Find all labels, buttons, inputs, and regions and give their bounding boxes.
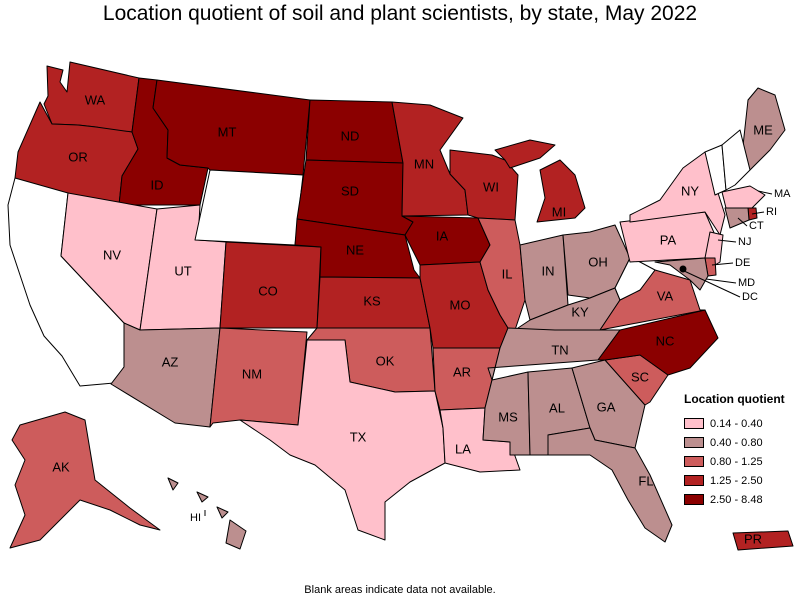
- legend-label: 0.14 - 0.40: [710, 417, 763, 430]
- legend-item: 2.50 - 8.48: [684, 490, 785, 509]
- legend-title: Location quotient: [684, 392, 785, 406]
- state-label-wa: WA: [85, 92, 106, 107]
- state-label-in: IN: [542, 263, 555, 278]
- state-label-ms: MS: [498, 409, 518, 424]
- state-label-pr: PR: [744, 531, 762, 546]
- legend-item: 1.25 - 2.50: [684, 471, 785, 490]
- state-label-hi: HI: [190, 512, 201, 524]
- callout-line-dc: [681, 269, 741, 298]
- state-label-pa: PA: [660, 232, 677, 247]
- legend-label: 0.80 - 1.25: [710, 455, 763, 468]
- state-label-sd: SD: [341, 183, 359, 198]
- state-label-de: DE: [735, 257, 750, 269]
- state-label-nv: NV: [103, 247, 121, 262]
- state-az[interactable]: [110, 322, 221, 428]
- state-label-co: CO: [258, 283, 278, 298]
- state-label-ut: UT: [174, 263, 191, 278]
- legend-swatch: [684, 475, 704, 486]
- state-hi[interactable]: [167, 477, 247, 550]
- state-label-az: AZ: [162, 354, 179, 369]
- state-label-ct: CT: [749, 220, 764, 232]
- state-wy[interactable]: [194, 169, 304, 246]
- state-pr[interactable]: [732, 530, 794, 551]
- legend-item: 0.14 - 0.40: [684, 414, 785, 433]
- state-label-or: OR: [68, 149, 88, 164]
- state-ny[interactable]: [629, 151, 726, 236]
- state-label-nd: ND: [341, 128, 360, 143]
- state-label-me: ME: [753, 122, 773, 137]
- state-label-il: IL: [502, 266, 513, 281]
- state-label-ok: OK: [376, 353, 395, 368]
- state-label-md: MD: [738, 277, 755, 289]
- state-label-al: AL: [549, 400, 565, 415]
- callout-line-nj: [717, 239, 737, 243]
- state-label-ga: GA: [597, 399, 616, 414]
- state-label-oh: OH: [588, 254, 608, 269]
- legend-swatch: [684, 418, 704, 429]
- state-label-tx: TX: [350, 429, 367, 444]
- callout-line-ma: [757, 190, 773, 195]
- legend-swatch: [684, 437, 704, 448]
- state-label-fl: FL: [638, 473, 653, 488]
- state-mt[interactable]: [152, 79, 311, 176]
- callout-line-md: [705, 278, 737, 284]
- callout-line-de: [711, 262, 734, 266]
- state-ct[interactable]: [724, 207, 750, 229]
- state-mi[interactable]: [494, 139, 586, 223]
- state-label-ia: IA: [436, 228, 449, 243]
- state-label-va: VA: [657, 288, 674, 303]
- state-ma[interactable]: [721, 185, 766, 209]
- state-label-ri: RI: [766, 206, 777, 218]
- map-title: Location quotient of soil and plant scie…: [102, 2, 698, 25]
- state-label-mi: MI: [552, 204, 566, 219]
- legend-label: 1.25 - 2.50: [710, 474, 763, 487]
- state-label-nm: NM: [242, 366, 262, 381]
- legend-label: 2.50 - 8.48: [710, 493, 763, 506]
- state-label-id: ID: [151, 177, 164, 192]
- state-label-sc: SC: [631, 369, 649, 384]
- state-label-tn: TN: [551, 342, 568, 357]
- legend: Location quotient 0.14 - 0.40 0.40 - 0.80…: [684, 392, 785, 509]
- state-label-ma: MA: [774, 188, 791, 200]
- legend-swatch: [684, 456, 704, 467]
- state-label-ne: NE: [346, 242, 364, 257]
- state-label-ny: NY: [681, 183, 699, 198]
- callout-line-ri: [751, 211, 765, 215]
- state-label-nj: NJ: [738, 236, 751, 248]
- state-label-mn: MN: [414, 156, 434, 171]
- legend-item: 0.40 - 0.80: [684, 433, 785, 452]
- state-label-la: LA: [455, 441, 471, 456]
- callout-line-ct: [737, 217, 748, 227]
- state-md[interactable]: [654, 257, 709, 291]
- state-tx[interactable]: [239, 339, 446, 541]
- state-label-dc: DC: [742, 291, 758, 303]
- state-fl[interactable]: [547, 427, 673, 543]
- state-label-mt: MT: [218, 124, 237, 139]
- state-nh[interactable]: [721, 129, 751, 191]
- legend-label: 0.40 - 0.80: [710, 436, 763, 449]
- state-label-ak: AK: [52, 459, 70, 474]
- state-nc[interactable]: [597, 309, 719, 376]
- state-label-wi: WI: [483, 179, 499, 194]
- legend-swatch: [684, 494, 704, 505]
- footnote: Blank areas indicate data not available.: [304, 584, 496, 596]
- state-label-ks: KS: [363, 293, 381, 308]
- legend-item: 0.80 - 1.25: [684, 452, 785, 471]
- state-label-mo: MO: [450, 297, 471, 312]
- state-label-nc: NC: [656, 333, 675, 348]
- state-label-ar: AR: [453, 364, 471, 379]
- state-ak[interactable]: [9, 411, 161, 549]
- state-label-ky: KY: [571, 304, 589, 319]
